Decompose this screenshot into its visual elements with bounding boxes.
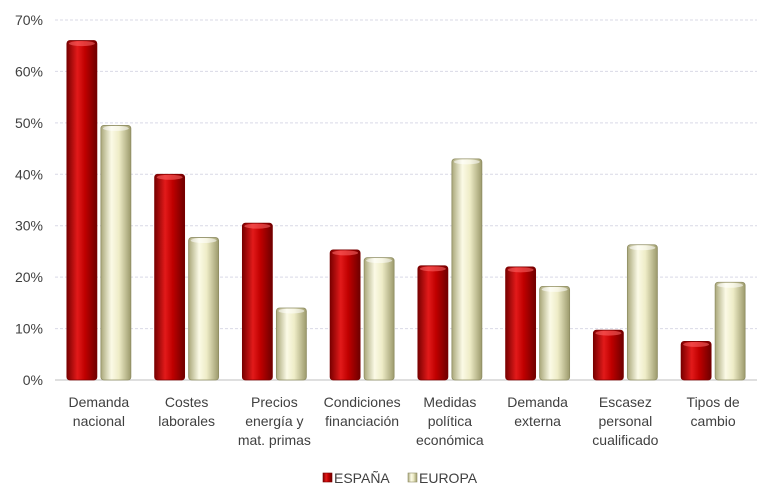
legend: ESPAÑA EUROPA: [322, 470, 478, 486]
bar-europa: [714, 281, 746, 381]
bar-top-highlight: [453, 159, 480, 165]
x-tick-label: Escasez personal cualificado: [592, 394, 658, 448]
x-axis-category-labels: Demanda nacional Costes laborales Precios ene…: [69, 394, 740, 448]
legend-label: EUROPA: [419, 470, 478, 486]
x-tick-label: Condiciones financiación: [324, 394, 401, 429]
bar-top-highlight: [507, 267, 534, 273]
x-tick-label: Costes laborales: [158, 394, 215, 429]
bar-espana: [329, 249, 361, 381]
bar-top-highlight: [244, 223, 271, 229]
y-tick-label: 50%: [15, 115, 43, 131]
x-tick-label: Precios energía y mat. primas: [238, 394, 311, 448]
legend-swatch: [322, 472, 333, 483]
y-tick-label: 10%: [15, 321, 43, 337]
bar-europa: [275, 307, 307, 381]
bar-espana: [154, 173, 186, 381]
bar-top-highlight: [683, 341, 710, 347]
bar-europa: [539, 285, 571, 381]
bar-europa: [100, 125, 132, 381]
bar-top-highlight: [595, 330, 622, 336]
bar-top-highlight: [541, 286, 568, 292]
y-tick-label: 70%: [15, 12, 43, 28]
bar-espana: [592, 329, 624, 381]
bar-top-highlight: [717, 282, 744, 288]
legend-swatch: [407, 472, 418, 483]
bar-top-highlight: [102, 125, 129, 131]
bar-espana: [66, 40, 98, 381]
y-axis-tick-labels: 0% 10% 20% 30% 40% 50% 60% 70%: [15, 12, 43, 388]
bar-top-highlight: [156, 174, 183, 180]
bar-top-highlight: [190, 238, 217, 244]
y-tick-label: 60%: [15, 63, 43, 79]
bar-top-highlight: [278, 308, 305, 314]
x-tick-label: Tipos de cambio: [687, 394, 740, 429]
y-tick-label: 30%: [15, 218, 43, 234]
y-tick-label: 20%: [15, 269, 43, 285]
x-tick-label: Demanda externa: [507, 394, 568, 429]
bar-europa: [626, 244, 658, 381]
bar-top-highlight: [419, 266, 446, 272]
bar-espana: [680, 341, 712, 381]
x-tick-label: Medidas política económica: [416, 394, 484, 448]
bar-espana: [417, 265, 449, 381]
legend-label: ESPAÑA: [334, 470, 390, 486]
bar-top-highlight: [332, 250, 359, 256]
y-tick-label: 0%: [23, 372, 43, 388]
bar-top-highlight: [366, 258, 393, 264]
bar-espana: [241, 222, 273, 381]
bar-europa: [363, 257, 395, 381]
x-tick-label: Demanda nacional: [69, 394, 130, 429]
bar-europa: [188, 237, 220, 381]
bar-top-highlight: [68, 41, 95, 47]
bar-espana: [505, 266, 537, 381]
bar-top-highlight: [629, 245, 656, 251]
bars: [66, 40, 746, 381]
y-tick-label: 40%: [15, 166, 43, 182]
bar-europa: [451, 158, 483, 381]
